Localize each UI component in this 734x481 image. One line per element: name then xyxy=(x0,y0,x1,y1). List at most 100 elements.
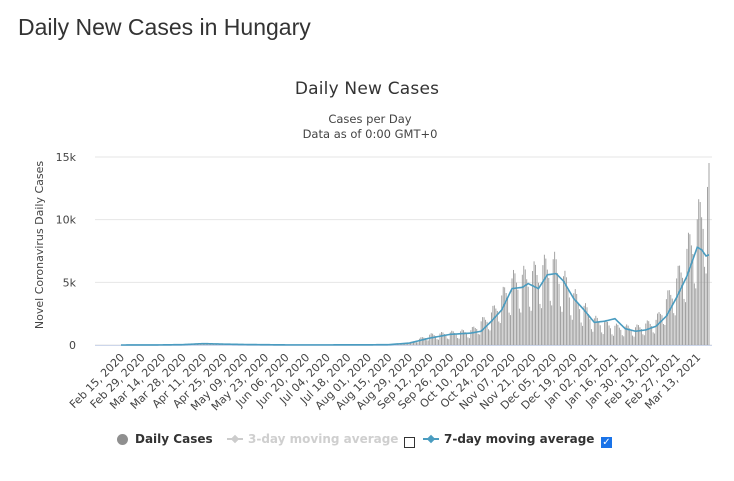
daily-cases-bar xyxy=(464,332,466,345)
legend-3day-marker xyxy=(227,434,243,444)
daily-cases-bar xyxy=(463,330,464,345)
daily-cases-bar xyxy=(505,292,507,345)
daily-cases-bar xyxy=(623,336,625,345)
daily-cases-bar xyxy=(495,308,497,345)
daily-cases-bar xyxy=(585,303,586,345)
y-axis-title: Novel Coronavirus Daily Cases xyxy=(33,161,46,329)
daily-cases-bar xyxy=(667,290,669,345)
daily-cases-bar xyxy=(466,333,467,345)
y-tick-label: 10k xyxy=(56,214,77,227)
checkbox-7day-average[interactable]: ✓ xyxy=(601,437,612,448)
legend-daily-cases-label: Daily Cases xyxy=(135,432,213,446)
daily-cases-bar xyxy=(692,254,694,345)
daily-cases-bar xyxy=(489,330,491,345)
daily-cases-bar xyxy=(636,324,638,345)
daily-cases-bar xyxy=(432,333,434,345)
legend-7day-label: 7-day moving average xyxy=(444,432,595,446)
chart-subtitle: Cases per Day xyxy=(328,112,412,126)
daily-cases-bar xyxy=(492,305,494,345)
legend-3day-average[interactable]: 3-day moving average xyxy=(227,432,398,446)
daily-cases-bar xyxy=(680,272,682,345)
daily-cases-bar xyxy=(611,334,613,345)
daily-cases-bar xyxy=(702,228,704,345)
daily-cases-bar xyxy=(413,341,414,345)
daily-cases-bar xyxy=(599,325,601,345)
daily-cases-bar xyxy=(532,271,534,345)
chart-data-date: Data as of 0:00 GMT+0 xyxy=(302,127,438,141)
daily-cases-bar xyxy=(546,269,548,345)
daily-cases-bar xyxy=(683,298,685,345)
daily-cases-bar xyxy=(568,297,570,345)
daily-cases-bar xyxy=(617,324,619,345)
daily-cases-bar xyxy=(583,305,585,345)
daily-cases-bar xyxy=(564,270,566,345)
y-tick-label: 5k xyxy=(63,276,77,289)
daily-cases-bar xyxy=(473,326,475,345)
daily-cases-bar xyxy=(608,325,610,345)
daily-cases-bar xyxy=(664,325,666,345)
daily-cases-bar xyxy=(580,322,582,345)
daily-cases-bar xyxy=(480,321,482,345)
daily-cases-bar xyxy=(468,338,470,345)
daily-cases-bar xyxy=(554,251,556,345)
checkbox-3day-average[interactable] xyxy=(404,437,415,448)
daily-cases-bar xyxy=(479,334,481,345)
daily-cases-bar xyxy=(427,340,429,345)
daily-cases-bar xyxy=(565,277,567,345)
daily-cases-bar xyxy=(632,335,634,345)
daily-cases-bar xyxy=(454,333,456,345)
legend-7day-average[interactable]: 7-day moving average xyxy=(423,432,594,446)
daily-cases-bar xyxy=(442,332,444,345)
daily-cases-bar xyxy=(613,335,614,345)
daily-cases-bar xyxy=(543,254,545,345)
y-tick-label: 0 xyxy=(69,339,76,352)
daily-cases-bar xyxy=(520,312,522,345)
daily-cases-bar xyxy=(704,266,706,345)
daily-cases-bar xyxy=(424,338,426,345)
daily-cases-bar xyxy=(705,273,707,345)
daily-cases-bar xyxy=(514,273,516,345)
daily-cases-bar xyxy=(448,339,450,345)
daily-cases-bar xyxy=(499,323,501,345)
daily-cases-bar xyxy=(679,265,681,345)
daily-cases-bar xyxy=(633,336,635,345)
daily-cases-bar xyxy=(496,310,498,345)
daily-cases-bar xyxy=(429,334,431,345)
daily-cases-bar xyxy=(676,278,678,345)
daily-cases-bar xyxy=(414,341,416,345)
daily-cases-bar xyxy=(658,312,660,345)
daily-cases-bar xyxy=(558,283,560,345)
daily-cases-bar xyxy=(699,202,701,345)
daily-cases-bar xyxy=(563,276,564,345)
daily-cases-bar xyxy=(508,312,510,345)
daily-cases-bar xyxy=(560,306,561,345)
daily-cases-bar xyxy=(470,330,472,345)
daily-cases-bar xyxy=(610,328,611,345)
legend-daily-cases-marker xyxy=(117,433,128,445)
daily-cases-bar xyxy=(626,324,628,345)
daily-cases-bar xyxy=(635,327,636,345)
y-tick-label: 15k xyxy=(56,151,77,164)
daily-cases-bar xyxy=(452,331,454,345)
daily-cases-bar xyxy=(643,335,645,345)
daily-cases-bar xyxy=(649,323,651,345)
daily-cases-bar xyxy=(507,297,509,345)
daily-cases-bar xyxy=(618,327,620,345)
legend-daily-cases[interactable]: Daily Cases xyxy=(117,432,213,446)
daily-cases-bar xyxy=(404,343,406,345)
daily-cases-bar xyxy=(646,320,648,345)
daily-cases-bar xyxy=(451,330,453,345)
daily-cases-bar xyxy=(701,217,703,345)
daily-cases-bar xyxy=(501,295,503,345)
daily-cases-bar xyxy=(446,338,448,345)
daily-cases-bar xyxy=(555,259,557,345)
daily-cases-bar xyxy=(426,340,428,345)
daily-cases-bar xyxy=(682,277,683,345)
daily-cases-bar xyxy=(673,313,675,345)
chart-title: Daily New Cases xyxy=(294,79,440,99)
daily-cases-bar xyxy=(435,336,437,345)
daily-cases-bar xyxy=(557,273,559,345)
daily-cases-bar xyxy=(601,332,603,345)
daily-cases-bar xyxy=(655,319,657,345)
daily-cases-bar xyxy=(573,293,575,345)
